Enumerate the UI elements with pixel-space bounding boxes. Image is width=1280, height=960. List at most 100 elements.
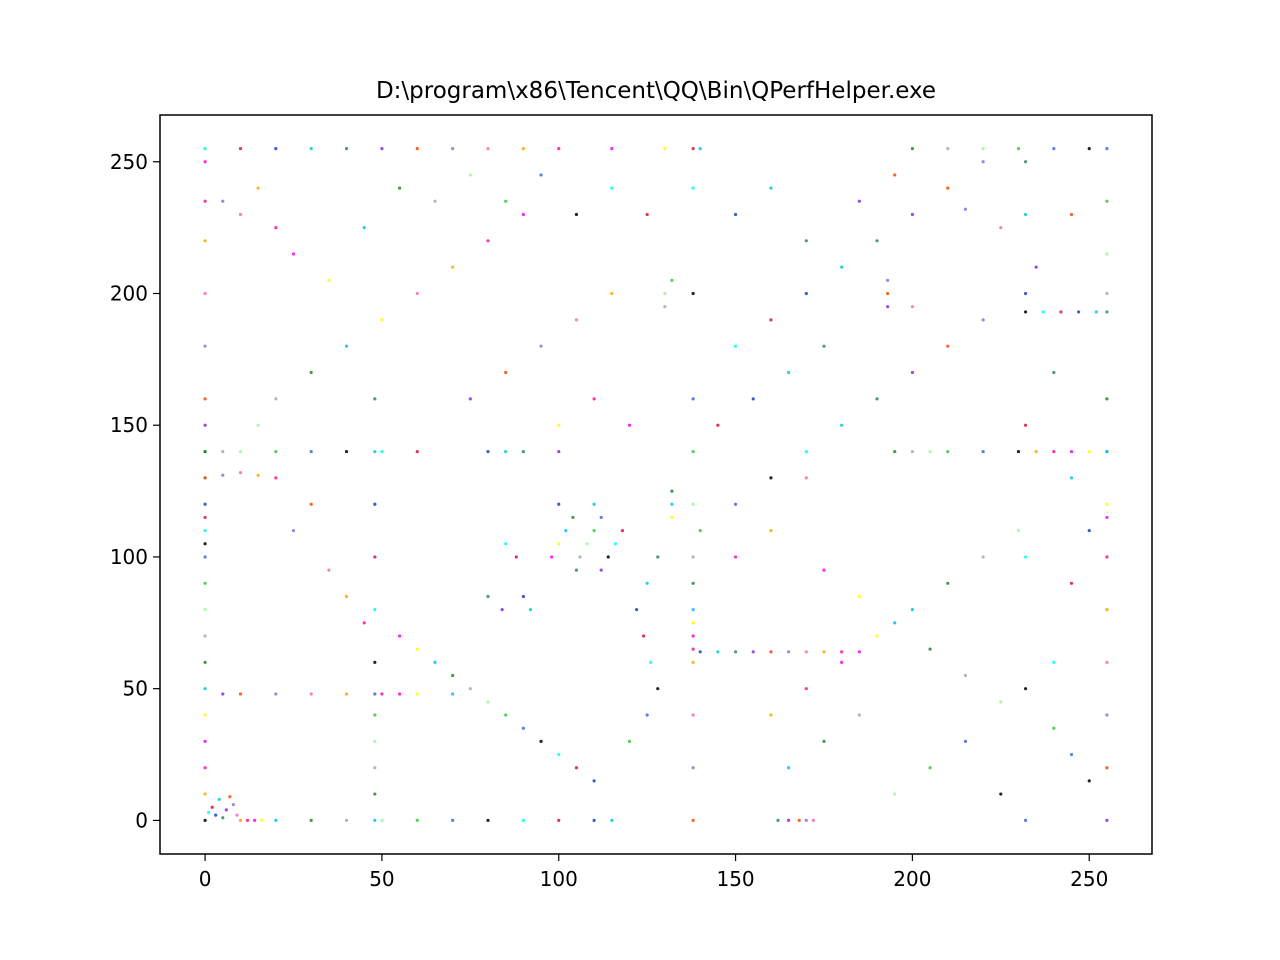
data-point [776, 818, 780, 823]
data-point [309, 370, 313, 375]
data-point [787, 766, 791, 770]
data-point [1087, 146, 1091, 151]
data-point [999, 792, 1003, 796]
y-tick-label: 100 [110, 545, 148, 569]
x-tick-label: 50 [369, 867, 394, 891]
data-point [1023, 291, 1028, 296]
data-point [203, 423, 207, 427]
data-point [599, 568, 603, 572]
data-point [1105, 608, 1109, 612]
data-point [539, 344, 543, 348]
data-point [203, 529, 207, 533]
data-point [231, 803, 235, 807]
data-point [886, 291, 890, 296]
data-point [291, 252, 296, 256]
data-point [698, 650, 702, 654]
data-point [203, 515, 207, 520]
data-point [373, 502, 377, 506]
data-point [787, 370, 791, 375]
data-point [256, 186, 260, 190]
data-point [1016, 449, 1021, 454]
data-point [203, 818, 207, 823]
data-point [804, 650, 808, 654]
data-point [309, 818, 313, 823]
data-point [1023, 423, 1028, 427]
data-point [260, 818, 264, 823]
data-point [1016, 146, 1021, 151]
data-point [468, 397, 472, 401]
data-point [433, 660, 437, 664]
data-point [557, 752, 561, 757]
data-point [256, 423, 260, 427]
data-point [274, 146, 278, 151]
data-point [981, 555, 985, 559]
data-point [1094, 310, 1098, 314]
data-point [238, 471, 243, 475]
data-point [999, 700, 1003, 704]
data-point [486, 818, 490, 823]
data-point [557, 146, 561, 151]
data-point [857, 594, 861, 599]
data-point [769, 650, 773, 654]
data-point [1069, 212, 1074, 217]
data-point [1069, 581, 1074, 585]
data-point [946, 344, 950, 348]
data-point [574, 318, 579, 322]
data-point [203, 542, 207, 546]
data-point [291, 529, 296, 533]
data-point [928, 449, 932, 454]
data-point [373, 692, 377, 696]
x-tick-label: 150 [716, 867, 754, 891]
data-point [946, 146, 950, 151]
data-point [203, 291, 207, 296]
data-point [733, 212, 738, 217]
data-point [875, 239, 879, 243]
data-point [691, 502, 695, 506]
data-point [627, 423, 632, 427]
data-point [521, 146, 525, 151]
data-point [451, 673, 455, 678]
data-point [963, 207, 968, 211]
plot-frame [159, 114, 1153, 855]
data-point [344, 594, 349, 599]
data-point [415, 647, 419, 651]
data-point [344, 146, 349, 151]
data-point [578, 555, 582, 559]
data-point [698, 146, 702, 151]
data-point [733, 502, 738, 506]
data-point [415, 291, 419, 296]
data-point [670, 515, 674, 520]
data-point [804, 449, 808, 454]
data-point [327, 278, 331, 282]
data-point [1105, 146, 1109, 151]
data-point [415, 146, 419, 151]
data-point [203, 476, 207, 480]
data-point [373, 739, 377, 743]
data-point [691, 291, 695, 296]
data-point [373, 660, 377, 664]
data-point [822, 344, 826, 348]
data-point [663, 146, 667, 151]
data-point [656, 687, 660, 691]
data-point [309, 502, 313, 506]
data-point [468, 173, 472, 177]
data-point [910, 146, 915, 151]
data-point [221, 473, 225, 477]
data-point [380, 146, 384, 151]
data-point [613, 542, 617, 546]
data-point [344, 692, 349, 696]
data-point [521, 594, 525, 599]
data-point [645, 581, 649, 585]
data-point [857, 199, 861, 203]
data-point [840, 650, 844, 654]
data-point [1105, 713, 1109, 717]
data-point [610, 818, 614, 823]
data-point [274, 449, 278, 454]
data-point [1105, 397, 1109, 401]
data-point [733, 650, 738, 654]
data-point [1052, 146, 1056, 151]
data-point [840, 265, 844, 269]
data-point [1105, 555, 1109, 559]
data-point [649, 660, 653, 664]
